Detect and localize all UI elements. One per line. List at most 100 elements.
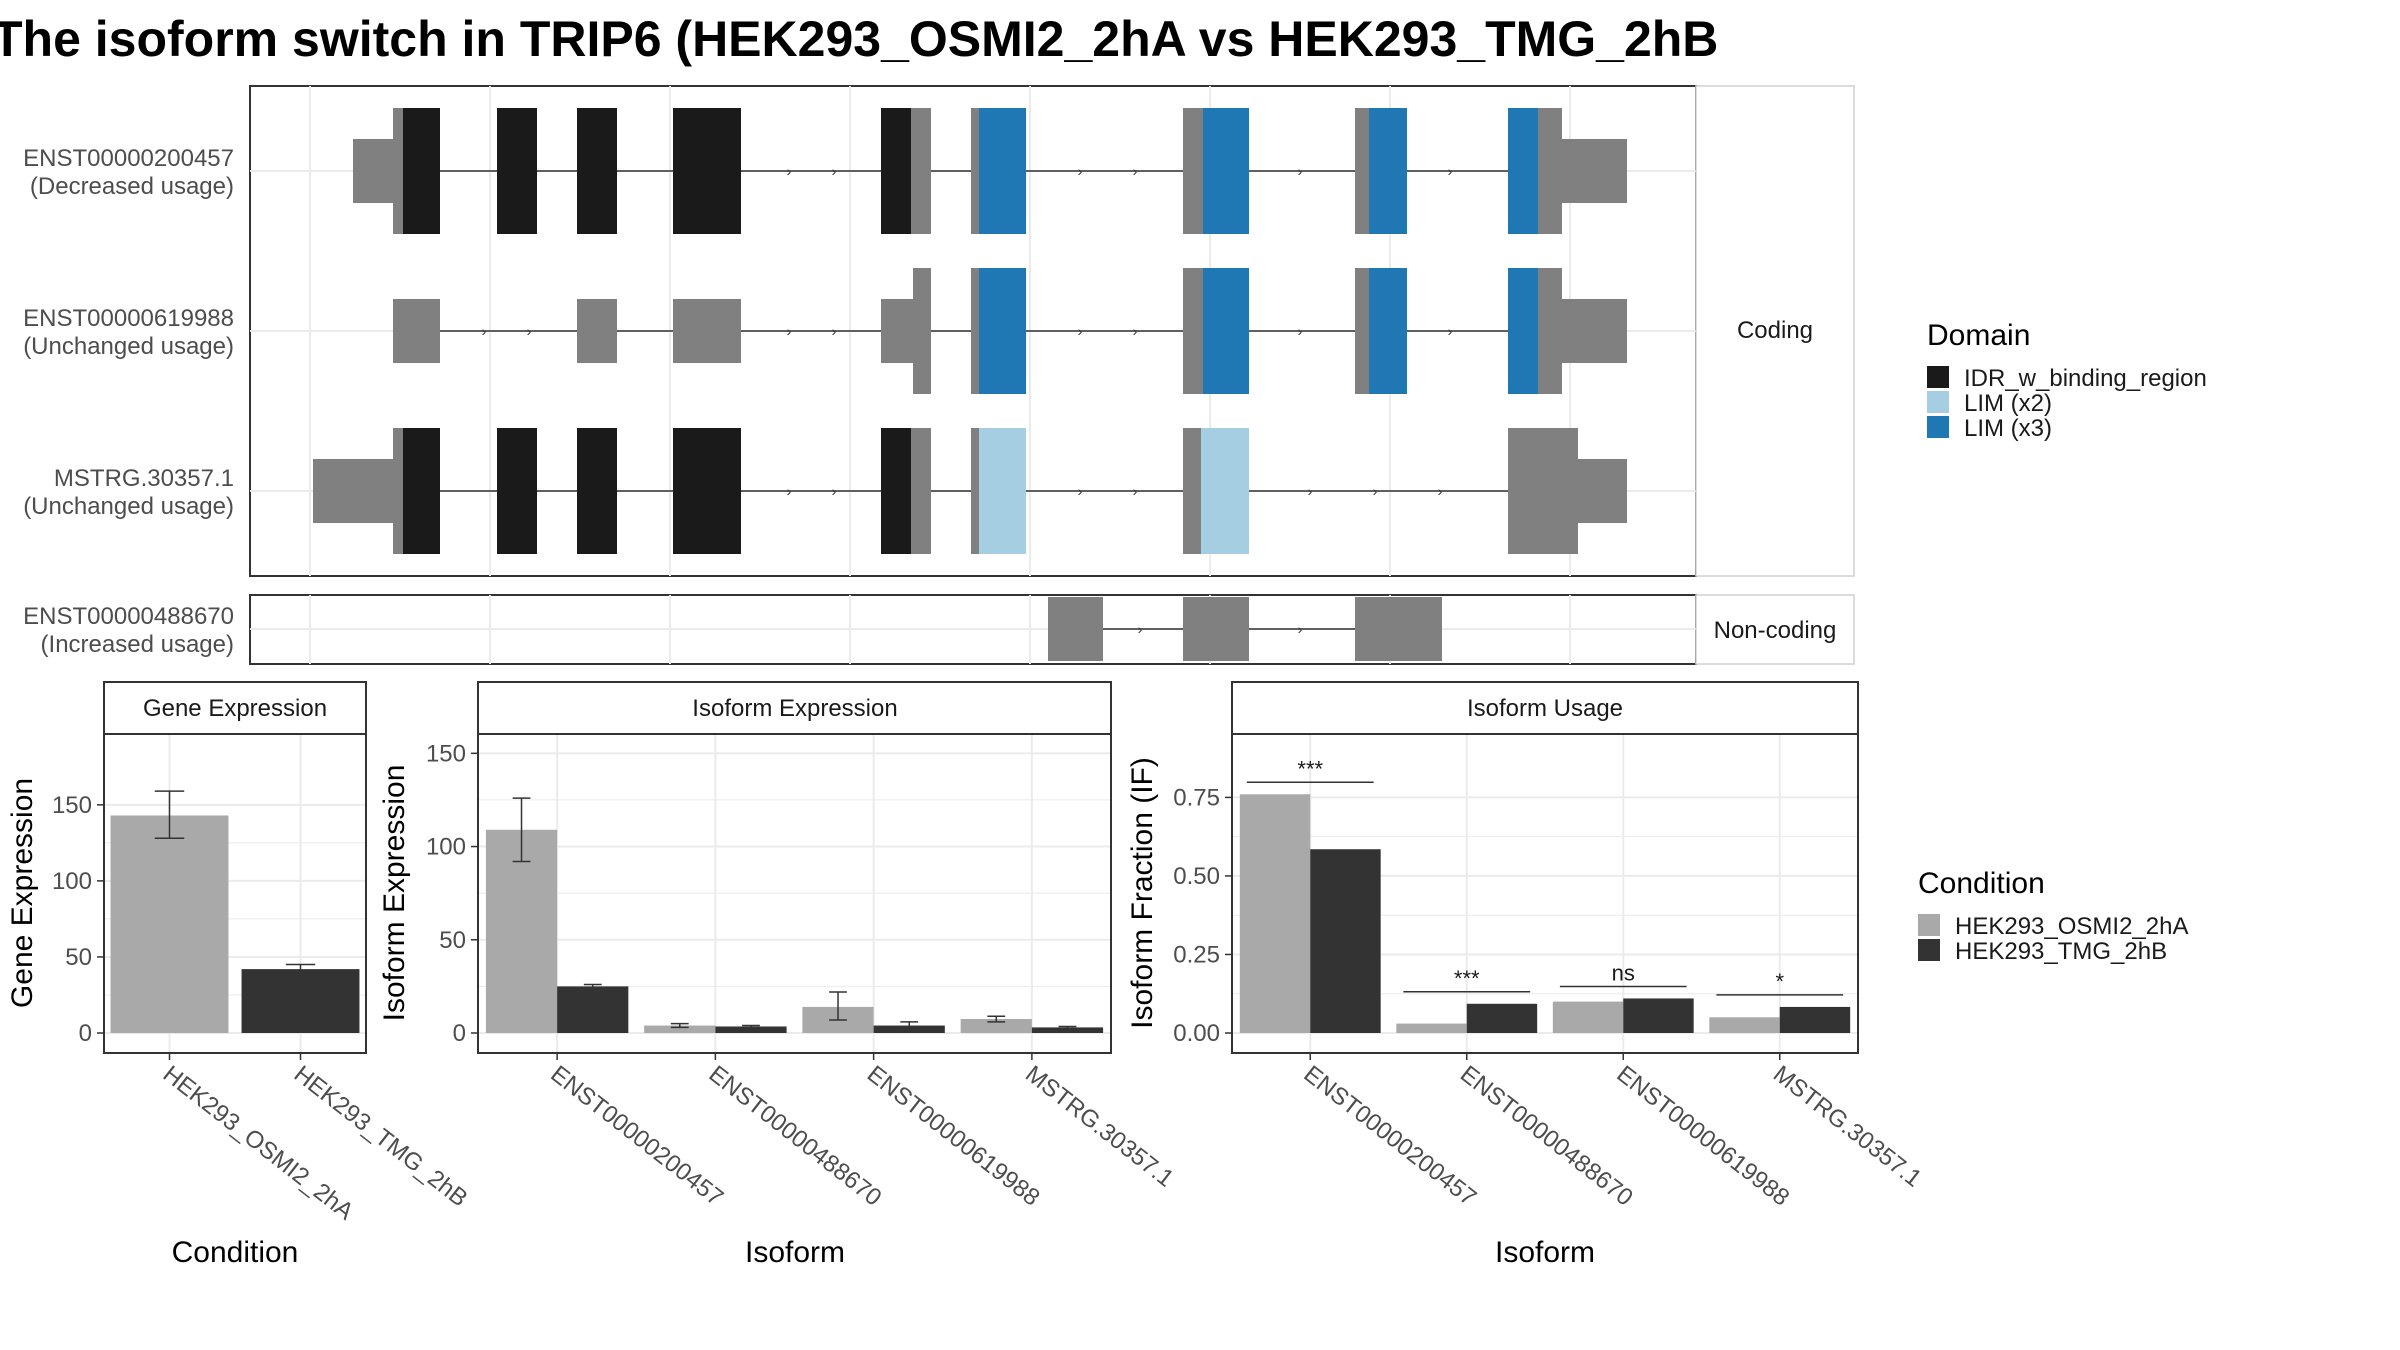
intron-arrow: › — [787, 323, 792, 339]
lim-x2-domain — [1201, 428, 1249, 554]
utr-segment — [1508, 428, 1578, 554]
y-tick-label: 0.25 — [1173, 941, 1220, 968]
transcript-label-usage: (Decreased usage) — [30, 173, 234, 200]
isoform-expression-chart: Isoform Expression Isoform Isoform Expre… — [378, 681, 1179, 1269]
bar — [1552, 1001, 1624, 1033]
transcript-track: › › › › › › › › — [393, 268, 1627, 394]
gene-expression-chart: Gene Expression Condition Gene Expressio… — [6, 681, 473, 1269]
transcript-labels: ENST00000200457 (Decreased usage) ENST00… — [23, 145, 234, 658]
transcript-track: › › › › › › › — [313, 428, 1627, 554]
lim-x3-domain — [1203, 268, 1249, 394]
chart-strip — [477, 681, 1112, 735]
y-tick-label: 0.50 — [1173, 863, 1220, 890]
bar — [1396, 1023, 1467, 1033]
lim-x3-domain — [1508, 108, 1538, 234]
significance-label: *** — [1454, 966, 1480, 991]
x-tick-label: ENST00000488670 — [704, 1060, 887, 1211]
intron-arrow: › — [1138, 621, 1143, 637]
bar — [1709, 1017, 1780, 1033]
bar — [715, 1026, 787, 1033]
facet-label-noncoding: Non-coding — [1714, 617, 1837, 644]
idr-domain — [497, 428, 537, 554]
y-tick-label: 100 — [426, 834, 466, 861]
transcript-label-id: MSTRG.30357.1 — [54, 465, 234, 492]
intron-arrow: › — [1298, 163, 1303, 179]
domain-legend: Domain IDR_w_binding_region LIM (x2) LIM… — [1927, 319, 2207, 442]
bar — [1239, 794, 1311, 1033]
plot-frame — [1231, 733, 1859, 1054]
utr-segment — [971, 428, 979, 554]
y-axis-title: Isoform Expression — [378, 765, 411, 1022]
legend-item-label: HEK293_TMG_2hB — [1955, 938, 2167, 965]
y-tick-label: 0.75 — [1173, 784, 1220, 811]
noncoding-exon — [1183, 597, 1249, 661]
condition-legend-title: Condition — [1918, 867, 2045, 900]
idr-domain — [497, 108, 537, 234]
y-tick-label: 100 — [52, 868, 92, 895]
noncoding-exon — [1048, 597, 1103, 661]
intron-arrow: › — [1308, 483, 1313, 499]
bar — [1466, 1003, 1538, 1033]
bar — [557, 986, 629, 1033]
y-axis-title: Isoform Fraction (IF) — [1126, 757, 1159, 1029]
utr-segment — [971, 108, 979, 234]
legend-swatch — [1918, 939, 1940, 961]
x-tick-label: MSTRG.30357.1 — [1020, 1060, 1179, 1192]
y-tick-label: 150 — [52, 792, 92, 819]
utr-segment — [1538, 108, 1562, 234]
legend-item-label: HEK293_OSMI2_2hA — [1955, 913, 2188, 940]
idr-domain — [673, 108, 741, 234]
y-axis-title: Gene Expression — [6, 778, 39, 1008]
transcript-track: › › — [1048, 597, 1442, 661]
facet-strip-noncoding — [1695, 594, 1855, 665]
facet-strip-coding — [1695, 85, 1855, 577]
intron-arrow: › — [1133, 163, 1138, 179]
idr-domain — [577, 108, 617, 234]
facet-label-coding: Coding — [1737, 317, 1813, 344]
lim-x3-domain — [979, 268, 1026, 394]
idr-domain — [577, 428, 617, 554]
idr-domain — [403, 428, 440, 554]
intron-arrow: › — [527, 323, 532, 339]
x-tick-label: ENST00000200457 — [1299, 1060, 1482, 1211]
legend-swatch — [1918, 914, 1940, 936]
utr-segment — [911, 108, 931, 234]
legend-item-label: LIM (x2) — [1964, 390, 2052, 417]
plot-frame — [103, 733, 367, 1054]
bar — [485, 829, 558, 1033]
lim-x3-domain — [1369, 108, 1407, 234]
figure-title: The isoform switch in TRIP6 (HEK293_OSMI… — [0, 11, 1718, 67]
intron-arrow: › — [1078, 163, 1083, 179]
isoform-usage-chart: Isoform Usage Isoform Isoform Fraction (… — [1126, 681, 1927, 1269]
legend-swatch — [1927, 366, 1949, 388]
transcript-track: › › › › › › — [353, 108, 1627, 234]
x-axis-title: Isoform — [1495, 1236, 1595, 1269]
intron-arrow: › — [1133, 483, 1138, 499]
legend-swatch — [1927, 391, 1949, 413]
bar — [1031, 1027, 1104, 1033]
structure-noncoding-panel: Non-coding — [249, 594, 1855, 665]
chart-title: Isoform Usage — [1467, 695, 1623, 722]
legend-swatch — [1927, 416, 1949, 438]
chart-strip — [1231, 681, 1859, 735]
lim-x3-domain — [1369, 268, 1407, 394]
utr-segment — [673, 299, 741, 363]
utr-segment — [1560, 139, 1627, 203]
intron-arrow: › — [787, 163, 792, 179]
x-axis-title: Isoform — [745, 1236, 845, 1269]
transcript-label-usage: (Unchanged usage) — [23, 333, 234, 360]
intron-arrow: › — [832, 483, 837, 499]
utr-segment — [913, 268, 931, 394]
lim-x3-domain — [979, 108, 1026, 234]
bar — [960, 1019, 1032, 1033]
utr-segment — [393, 299, 440, 363]
intron-arrow: › — [1078, 323, 1083, 339]
intron-arrow: › — [1373, 483, 1378, 499]
idr-domain — [881, 428, 911, 554]
x-tick-label: ENST00000488670 — [1455, 1060, 1638, 1211]
utr-segment — [1538, 268, 1562, 394]
noncoding-exon — [1355, 597, 1442, 661]
utr-segment — [1183, 268, 1203, 394]
transcript-label-usage: (Unchanged usage) — [23, 493, 234, 520]
